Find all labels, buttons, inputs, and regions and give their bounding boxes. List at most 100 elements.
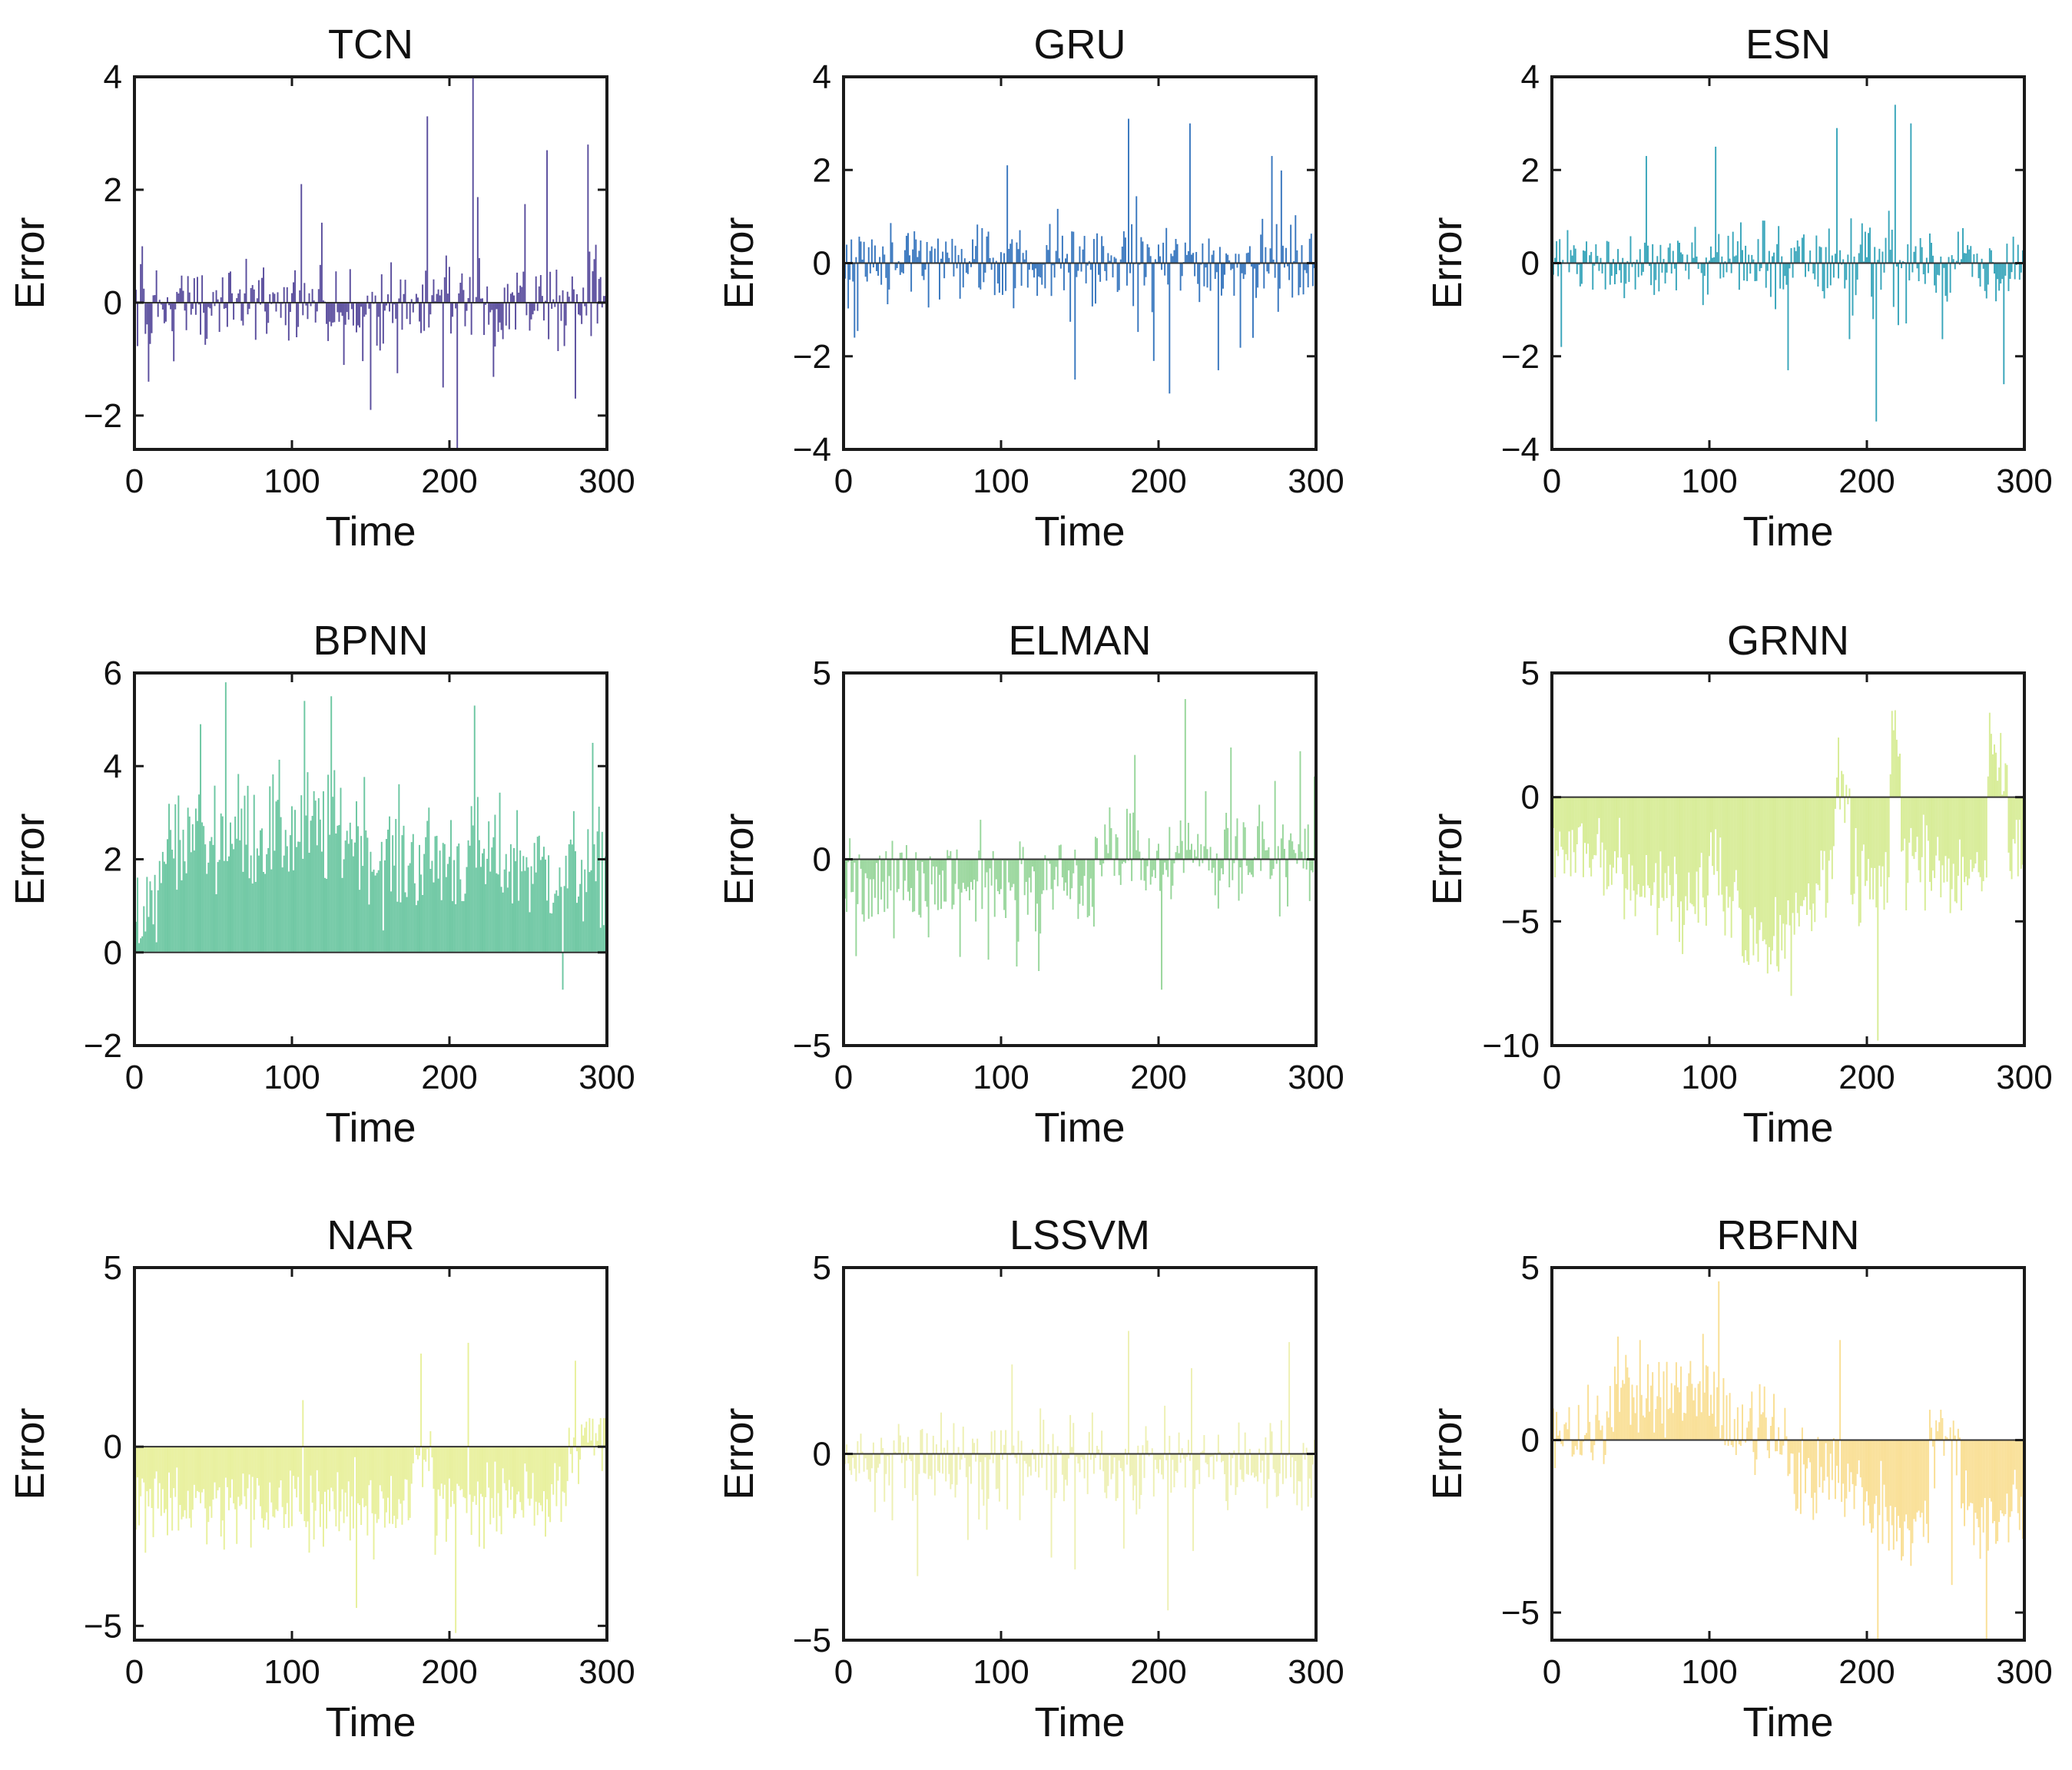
nar-bar	[277, 1447, 279, 1511]
gru-bar	[1121, 247, 1123, 264]
nar-bar	[290, 1447, 293, 1526]
tcn-bar	[458, 293, 460, 303]
grnn-bar	[1984, 797, 1986, 860]
gru-bar	[1003, 253, 1006, 264]
lssvm-bar	[996, 1453, 999, 1489]
grnn-bar	[1596, 797, 1599, 834]
elman-bar	[968, 859, 970, 900]
elman-bar	[1014, 859, 1016, 900]
bpnn-bar	[160, 883, 162, 953]
lssvm-title: LSSVM	[1009, 1212, 1150, 1258]
rbfnn-xtick-label: 100	[1681, 1653, 1737, 1691]
elman-bar	[1161, 859, 1163, 990]
elman-bar	[1170, 859, 1172, 900]
elman-bar	[1275, 859, 1278, 864]
bpnn-bar	[356, 801, 357, 953]
nar-bar	[135, 1447, 137, 1530]
gru-bar	[1104, 263, 1106, 271]
nar-bar	[434, 1447, 436, 1555]
rbfnn-bar	[1940, 1410, 1942, 1440]
esn-bar	[1952, 259, 1954, 264]
esn-bar	[1738, 263, 1740, 290]
rbfnn-bar	[1924, 1440, 1926, 1501]
grnn-bar	[1889, 774, 1891, 797]
nar-bar	[374, 1447, 376, 1514]
rbfnn-bar	[1889, 1440, 1891, 1506]
elman-bar	[1132, 812, 1135, 860]
bpnn-bar	[576, 903, 578, 953]
bpnn-bar	[215, 893, 217, 953]
gru-bar	[1035, 263, 1037, 269]
gru-bar	[948, 257, 950, 264]
lssvm-bar	[1258, 1448, 1261, 1454]
grnn-bar	[1620, 797, 1623, 858]
bpnn-bar	[194, 808, 197, 953]
tcn-bar	[217, 299, 219, 303]
elman-bar	[1031, 859, 1033, 867]
bpnn-bar	[505, 854, 507, 953]
rbfnn-bar	[1937, 1430, 1939, 1440]
esn-bar	[1850, 218, 1852, 264]
gru-bar	[1266, 263, 1268, 272]
gru-bar	[907, 233, 909, 264]
bpnn-bar	[395, 819, 397, 953]
tcn-bar	[560, 302, 562, 321]
nar-bar	[499, 1447, 501, 1516]
gru-bar	[1211, 254, 1213, 264]
tcn-bar	[200, 302, 202, 335]
elman-bar	[867, 859, 870, 920]
esn-bar	[1617, 249, 1619, 264]
grnn-bar	[1719, 797, 1722, 838]
tcn-bar	[250, 287, 252, 303]
nar-plot-frame	[133, 1266, 608, 1642]
grnn-bar	[1820, 797, 1822, 851]
elman-bar	[1281, 824, 1284, 860]
nar-bar	[340, 1447, 342, 1512]
lssvm-bar	[1101, 1430, 1103, 1454]
grnn-bar	[1922, 797, 1924, 815]
grnn-bar	[1661, 797, 1663, 898]
esn-bar	[1703, 263, 1706, 277]
bpnn-bar	[392, 835, 394, 953]
tcn-bar	[516, 272, 519, 303]
nar-bar	[505, 1447, 507, 1491]
esn-bar	[1661, 263, 1663, 273]
grnn-bar	[1592, 797, 1594, 860]
gru-bar	[1080, 263, 1082, 272]
elman-bar	[1238, 859, 1240, 901]
grnn-bar	[1680, 797, 1682, 902]
gru-bar	[1310, 234, 1312, 264]
rbfnn-bar	[1888, 1440, 1890, 1551]
rbfnn-bar	[1619, 1411, 1621, 1440]
rbfnn-bar	[1664, 1437, 1666, 1440]
grnn-bar	[1568, 797, 1570, 832]
grnn-bar	[1658, 797, 1660, 908]
bpnn-bar	[536, 837, 539, 953]
gru-bar	[888, 263, 890, 290]
esn-bar	[1669, 243, 1671, 264]
bpnn-xtick-label: 200	[421, 1059, 477, 1096]
tcn-bar	[542, 302, 545, 321]
esn-bar	[1895, 263, 1898, 267]
esn-bar	[1935, 263, 1938, 293]
lssvm-bar	[1302, 1443, 1305, 1454]
grnn-bar	[1724, 797, 1726, 936]
rbfnn-bar	[1559, 1430, 1561, 1440]
grnn-bar	[1921, 797, 1923, 857]
tcn-bar	[343, 302, 345, 365]
tcn-bar	[287, 302, 290, 341]
elman-bar	[948, 856, 950, 860]
elman-bar	[1096, 838, 1098, 860]
grnn-bar	[1907, 797, 1909, 883]
gru-bar	[945, 241, 947, 264]
gru-bar	[1119, 259, 1122, 264]
nar-bar	[398, 1447, 400, 1500]
elman-bar	[1121, 859, 1123, 864]
rbfnn-bar	[1984, 1440, 1986, 1498]
esn-bar	[1880, 263, 1882, 290]
esn-bar	[1907, 244, 1909, 264]
bpnn-bar	[207, 862, 210, 953]
elman-bar	[1058, 845, 1060, 860]
lssvm-bar	[869, 1453, 871, 1482]
gru-bar	[1291, 263, 1294, 298]
